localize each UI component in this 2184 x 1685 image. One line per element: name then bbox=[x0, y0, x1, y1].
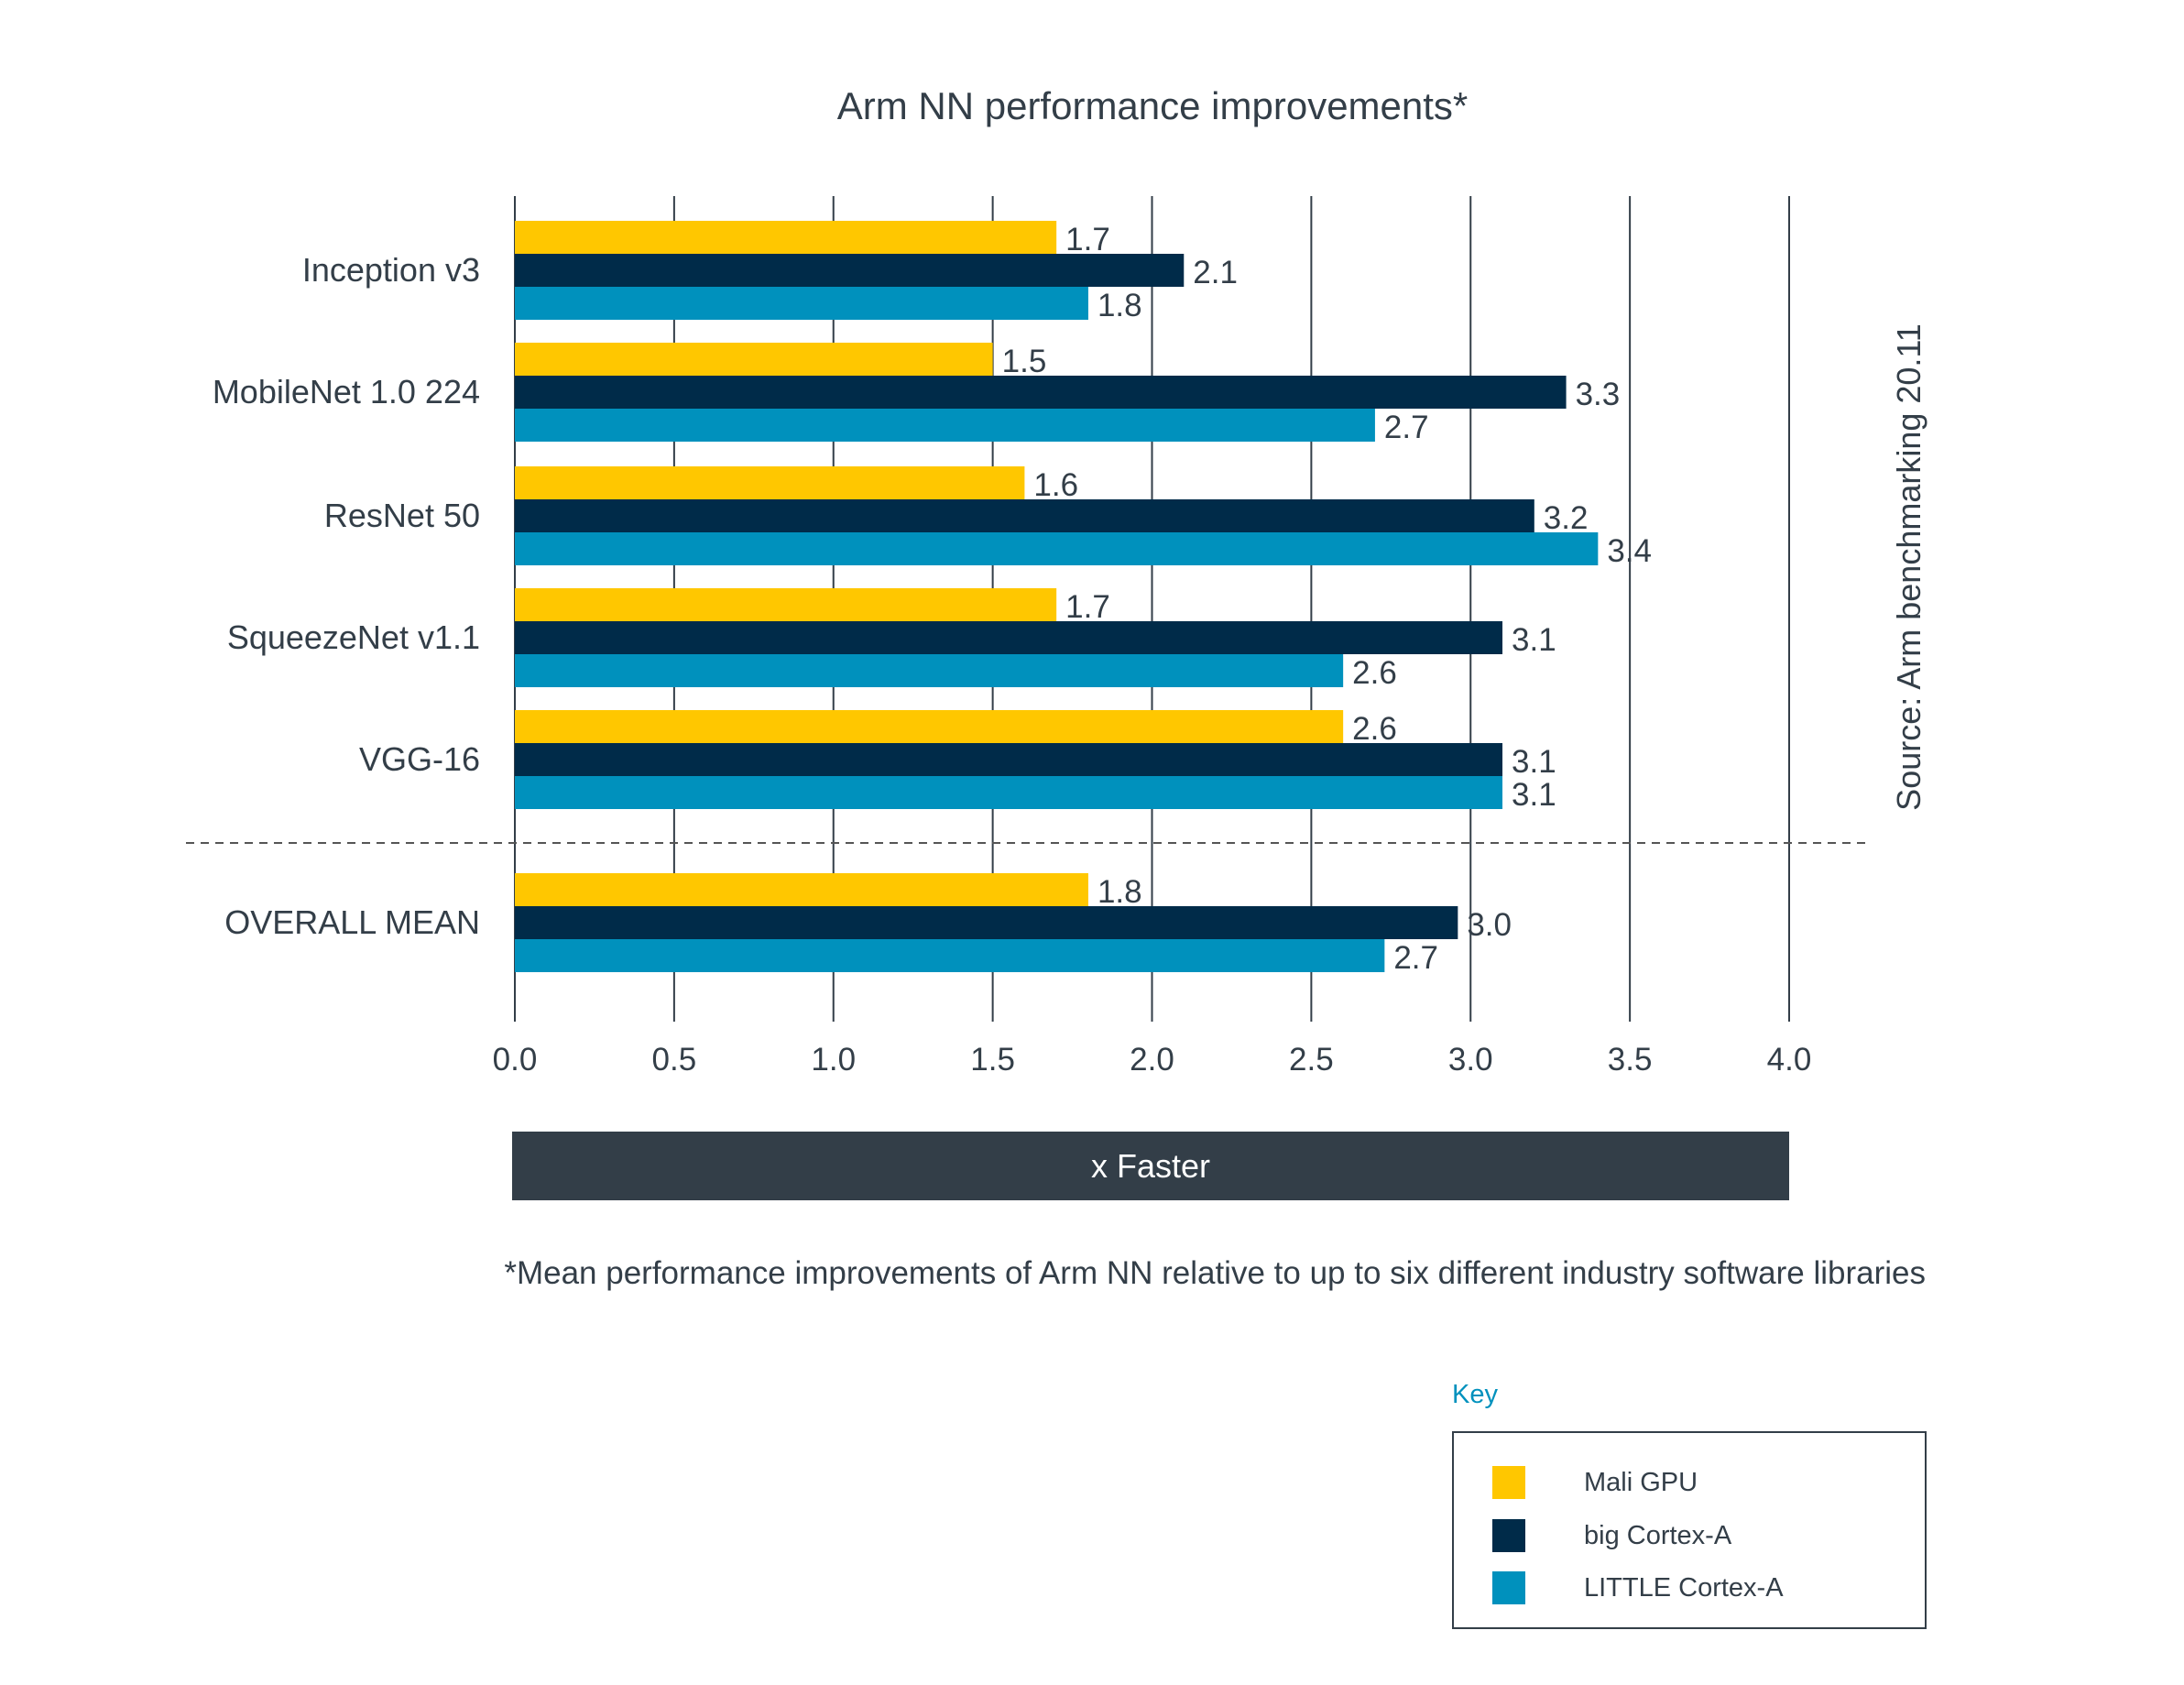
x-tick-label: 1.5 bbox=[970, 1042, 1015, 1078]
bar bbox=[515, 343, 993, 376]
x-tick-label: 1.0 bbox=[811, 1042, 856, 1078]
x-tick-label: 4.0 bbox=[1767, 1042, 1812, 1078]
footnote: *Mean performance improvements of Arm NN… bbox=[504, 1255, 1926, 1291]
x-tick-label: 2.5 bbox=[1289, 1042, 1334, 1078]
data-label: 3.3 bbox=[1576, 377, 1621, 412]
category-label: SqueezeNet v1.1 bbox=[227, 618, 480, 656]
x-tick-label: 3.0 bbox=[1448, 1042, 1493, 1078]
bar bbox=[515, 776, 1503, 809]
bar bbox=[515, 588, 1057, 621]
legend: Mali GPU big Cortex-A LITTLE Cortex-A bbox=[1452, 1431, 1927, 1629]
x-tick-label: 0.5 bbox=[652, 1042, 697, 1078]
bar bbox=[515, 873, 1088, 906]
legend-swatch bbox=[1492, 1571, 1525, 1604]
x-tick-label: 3.5 bbox=[1608, 1042, 1653, 1078]
data-label: 3.0 bbox=[1467, 907, 1512, 943]
data-label: 3.1 bbox=[1512, 777, 1556, 813]
bar bbox=[515, 287, 1088, 320]
legend-swatch bbox=[1492, 1466, 1525, 1499]
bar bbox=[515, 376, 1567, 409]
x-axis-label: x Faster bbox=[512, 1132, 1789, 1200]
data-label: 3.1 bbox=[1512, 622, 1556, 658]
legend-label: Mali GPU bbox=[1584, 1467, 1698, 1497]
legend-label: big Cortex-A bbox=[1584, 1520, 1732, 1550]
bar bbox=[515, 654, 1344, 687]
bar bbox=[515, 221, 1057, 254]
bar bbox=[515, 743, 1503, 776]
category-label: OVERALL MEAN bbox=[224, 903, 480, 941]
data-label: 1.7 bbox=[1065, 589, 1110, 625]
legend-item-big-cortex-a: big Cortex-A bbox=[1492, 1519, 1731, 1552]
bar bbox=[515, 906, 1458, 939]
data-label: 2.7 bbox=[1393, 940, 1438, 976]
data-label: 1.5 bbox=[1002, 344, 1047, 379]
category-label: ResNet 50 bbox=[324, 497, 480, 534]
bar bbox=[515, 710, 1344, 743]
x-tick-label: 2.0 bbox=[1130, 1042, 1174, 1078]
bar bbox=[515, 939, 1385, 972]
data-label: 3.4 bbox=[1607, 533, 1652, 569]
data-label: 1.6 bbox=[1033, 467, 1078, 503]
data-label: 3.2 bbox=[1544, 500, 1589, 536]
legend-item-mali-gpu: Mali GPU bbox=[1492, 1466, 1698, 1499]
bar bbox=[515, 254, 1185, 287]
bar bbox=[515, 621, 1503, 654]
data-label: 1.8 bbox=[1097, 874, 1142, 910]
category-label: Inception v3 bbox=[302, 251, 480, 289]
chart-title: Arm NN performance improvements* bbox=[836, 84, 1469, 127]
data-label: 2.1 bbox=[1193, 255, 1238, 290]
data-label: 1.8 bbox=[1097, 288, 1142, 323]
legend-label: LITTLE Cortex-A bbox=[1584, 1572, 1784, 1603]
source-note: Source: Arm benchmarking 20.11 bbox=[1890, 323, 1927, 811]
bar bbox=[515, 499, 1534, 532]
category-label: MobileNet 1.0 224 bbox=[213, 373, 480, 410]
data-label: 2.7 bbox=[1384, 410, 1429, 445]
legend-title: Key bbox=[1452, 1380, 1498, 1409]
data-label: 3.1 bbox=[1512, 744, 1556, 780]
legend-swatch bbox=[1492, 1519, 1525, 1552]
legend-item-little-cortex-a: LITTLE Cortex-A bbox=[1492, 1571, 1784, 1604]
category-label: VGG-16 bbox=[359, 740, 480, 778]
data-label: 2.6 bbox=[1352, 655, 1397, 691]
x-tick-label: 0.0 bbox=[493, 1042, 538, 1078]
bar bbox=[515, 466, 1025, 499]
data-label: 1.7 bbox=[1065, 222, 1110, 257]
bar bbox=[515, 409, 1375, 442]
data-label: 2.6 bbox=[1352, 711, 1397, 747]
bar bbox=[515, 532, 1599, 565]
